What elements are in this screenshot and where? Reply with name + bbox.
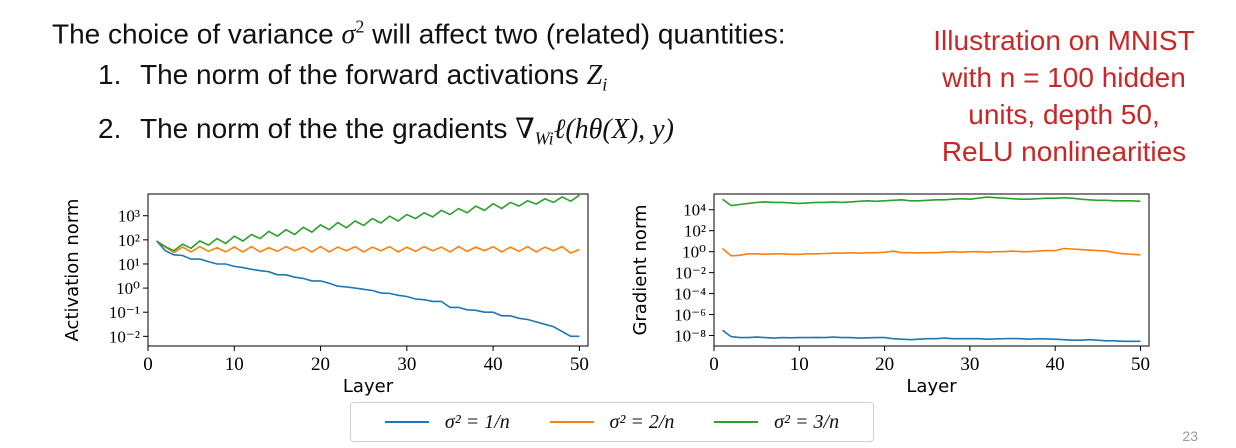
list-text: The norm of the forward activations xyxy=(140,59,587,90)
x-tick-label: 10 xyxy=(790,354,809,375)
x-tick-label: 20 xyxy=(875,354,894,375)
x-tick-label: 0 xyxy=(143,354,153,375)
y-tick-label: 10⁻⁸ xyxy=(674,327,706,346)
plot-frame xyxy=(713,193,1150,347)
list-number: 2. xyxy=(98,113,122,144)
note-line: Illustration on MNIST xyxy=(933,25,1195,56)
x-tick-label: 50 xyxy=(1131,354,1150,375)
page-number: 23 xyxy=(1182,428,1198,444)
y-tick-label: 10² xyxy=(118,231,140,250)
legend-label: σ² = 3/n xyxy=(774,410,840,433)
list-item-activations: 1. The norm of the forward activations Zi xyxy=(98,58,607,102)
series-line xyxy=(722,329,1141,343)
y-tick-label: 10⁻⁴ xyxy=(674,285,706,304)
heading-text-post: will affect two (related) quantities: xyxy=(364,18,786,50)
x-tick-label: 40 xyxy=(1046,354,1065,375)
y-tick-label: 10⁴ xyxy=(683,201,706,220)
x-axis-label: Layer xyxy=(906,376,957,397)
legend-label: σ² = 2/n xyxy=(609,410,675,433)
x-tick-label: 50 xyxy=(570,354,589,375)
note-line: with n = 100 hidden xyxy=(942,62,1186,93)
y-tick-label: 10² xyxy=(684,222,706,241)
activation-norm-chart: 0 10 20 30 40 50 10³ 10² 10¹ 10⁰ 10⁻¹ 10⁻² Layer Acti… xyxy=(62,193,589,397)
legend-swatch xyxy=(384,421,429,423)
legend-swatch xyxy=(714,421,759,423)
x-tick-label: 30 xyxy=(960,354,979,375)
sigma-symbol: σ2 xyxy=(341,17,365,51)
math-expression: Zi xyxy=(586,60,608,95)
note-line: ReLU nonlinearities xyxy=(941,136,1187,167)
heading-text-pre: The choice of variance xyxy=(52,18,342,50)
note-line: units, depth 50, xyxy=(968,99,1160,130)
legend-entry: σ² = 3/n xyxy=(714,411,839,434)
y-tick-label: 10⁻² xyxy=(675,264,706,283)
illustration-note: Illustration on MNIST with n = 100 hidde… xyxy=(904,22,1224,170)
x-tick-label: 20 xyxy=(311,354,330,375)
plot-frame xyxy=(147,193,589,347)
series-line xyxy=(722,196,1141,207)
y-tick-label: 10¹ xyxy=(118,255,140,274)
x-tick-label: 10 xyxy=(225,354,244,375)
math-expression: ∇Wiℓ(hθ(X), y) xyxy=(515,114,674,149)
series-line xyxy=(156,240,580,255)
legend-label: σ² = 1/n xyxy=(444,410,510,433)
y-tick-label: 10³ xyxy=(118,207,140,226)
series-line xyxy=(156,240,580,338)
x-tick-label: 30 xyxy=(397,354,416,375)
legend-swatch xyxy=(549,421,594,423)
chart-legend: σ² = 1/n σ² = 2/n σ² = 3/n xyxy=(350,402,874,442)
y-tick-label: 10⁰ xyxy=(682,243,706,262)
x-tick-label: 0 xyxy=(709,354,719,375)
legend-entry: σ² = 2/n xyxy=(549,410,675,434)
y-tick-label: 10⁻² xyxy=(109,327,140,346)
x-tick-label: 40 xyxy=(484,354,503,375)
y-tick-label: 10⁻⁶ xyxy=(674,306,706,325)
list-item-gradients: 2. The norm of the the gradients ∇Wiℓ(hθ(… xyxy=(98,112,674,156)
y-tick-label: 10⁰ xyxy=(116,279,140,298)
slide-heading: The choice of variance σ2 will affect tw… xyxy=(52,10,786,52)
gradient-norm-chart: 0 10 20 30 40 50 10⁴ 10² 10⁰ 10⁻² 10⁻⁴ 10⁻⁶ 10⁻⁸ Laye… xyxy=(630,193,1150,397)
y-tick-label: 10⁻¹ xyxy=(109,303,140,322)
series-line xyxy=(721,247,1141,257)
y-axis-label: Activation norm xyxy=(62,199,83,342)
legend-entry: σ² = 1/n xyxy=(384,410,510,434)
list-text: The norm of the the gradients xyxy=(140,113,516,144)
series-line xyxy=(156,194,580,252)
list-number: 1. xyxy=(98,59,122,90)
x-axis-label: Layer xyxy=(343,376,394,397)
y-axis-label: Gradient norm xyxy=(630,204,651,335)
